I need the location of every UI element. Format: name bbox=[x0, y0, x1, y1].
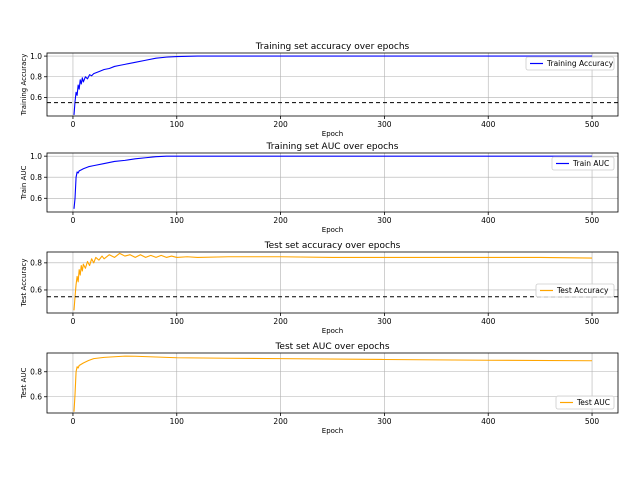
y-axis-label: Test Accuracy bbox=[20, 259, 28, 308]
x-tick-label: 0 bbox=[71, 216, 76, 225]
legend: Test Accuracy bbox=[535, 283, 615, 298]
axes-frame bbox=[46, 152, 619, 213]
chart-title: Training set accuracy over epochs bbox=[255, 42, 410, 52]
y-tick-label: 0.8 bbox=[30, 173, 42, 182]
y-tick-label: 1.0 bbox=[30, 52, 42, 61]
x-tick-label: 200 bbox=[273, 216, 288, 225]
legend-box bbox=[555, 395, 615, 410]
x-tick-label: 500 bbox=[585, 317, 600, 326]
legend-label: Training Accuracy bbox=[546, 59, 614, 68]
chart-title: Test set accuracy over epochs bbox=[264, 241, 401, 251]
x-tick-label: 400 bbox=[481, 317, 496, 326]
legend-label: Test Accuracy bbox=[556, 286, 609, 295]
x-tick-label: 400 bbox=[481, 120, 496, 129]
chart-title: Training set AUC over epochs bbox=[266, 142, 399, 152]
series-line-1 bbox=[73, 355, 593, 412]
x-tick-label: 300 bbox=[377, 120, 392, 129]
x-tick-label: 0 bbox=[71, 417, 76, 426]
y-tick-label: 0.8 bbox=[30, 72, 42, 81]
y-tick-label: 0.8 bbox=[30, 259, 42, 268]
x-tick-label: 400 bbox=[481, 216, 496, 225]
x-tick-label: 500 bbox=[585, 120, 600, 129]
legend-box bbox=[535, 283, 615, 298]
y-axis-label: Test AUC bbox=[20, 367, 28, 399]
x-tick-label: 100 bbox=[170, 317, 185, 326]
chart-panel-1: 0 100 200 300 400 500 0.6 0.8 1.0 Training set ac… bbox=[20, 42, 619, 138]
y-tick-label: 0.8 bbox=[30, 367, 42, 376]
y-tick-label: 0.6 bbox=[30, 392, 42, 401]
x-axis-label: Epoch bbox=[322, 327, 343, 335]
legend: Training Accuracy bbox=[525, 56, 615, 71]
x-tick-label: 300 bbox=[377, 216, 392, 225]
x-tick-label: 400 bbox=[481, 417, 496, 426]
series-line-1 bbox=[73, 55, 593, 116]
y-tick-label: 0.6 bbox=[30, 286, 42, 295]
series-line-1 bbox=[73, 155, 593, 209]
y-tick-label: 0.6 bbox=[30, 194, 42, 203]
chart-panel-4: 0 100 200 300 400 500 0.6 0.8 Test set AUC over … bbox=[20, 342, 619, 435]
axes-frame bbox=[46, 52, 619, 117]
axes-frame bbox=[46, 251, 619, 314]
x-tick-label: 100 bbox=[170, 216, 185, 225]
x-tick-label: 500 bbox=[585, 216, 600, 225]
y-axis-label: Training Accuracy bbox=[20, 54, 28, 117]
x-tick-label: 200 bbox=[273, 317, 288, 326]
x-axis-label: Epoch bbox=[322, 130, 343, 138]
x-tick-label: 0 bbox=[71, 317, 76, 326]
x-tick-label: 500 bbox=[585, 417, 600, 426]
x-tick-label: 100 bbox=[170, 120, 185, 129]
chart-panel-3: 0 100 200 300 400 500 0.6 0.8 Test set accuracy … bbox=[20, 241, 619, 335]
legend: Train AUC bbox=[551, 156, 615, 171]
y-tick-label: 0.6 bbox=[30, 93, 42, 102]
axes-frame bbox=[46, 352, 619, 414]
x-tick-label: 0 bbox=[71, 120, 76, 129]
chart-title: Test set AUC over epochs bbox=[274, 342, 389, 352]
legend-box bbox=[551, 156, 615, 171]
x-axis-label: Epoch bbox=[322, 427, 343, 435]
legend-label: Train AUC bbox=[572, 159, 609, 168]
chart-panel-2: 0 100 200 300 400 500 0.6 0.8 1.0 Training set AU… bbox=[20, 142, 619, 234]
x-tick-label: 300 bbox=[377, 317, 392, 326]
x-tick-label: 200 bbox=[273, 120, 288, 129]
y-tick-label: 1.0 bbox=[30, 152, 42, 161]
x-axis-label: Epoch bbox=[322, 226, 343, 234]
legend-label: Test AUC bbox=[576, 398, 610, 407]
series-line-1 bbox=[73, 252, 593, 311]
legend-box bbox=[525, 56, 615, 71]
x-tick-label: 100 bbox=[170, 417, 185, 426]
x-tick-label: 200 bbox=[273, 417, 288, 426]
y-axis-label: Train AUC bbox=[20, 165, 28, 200]
legend: Test AUC bbox=[555, 395, 615, 410]
x-tick-label: 300 bbox=[377, 417, 392, 426]
